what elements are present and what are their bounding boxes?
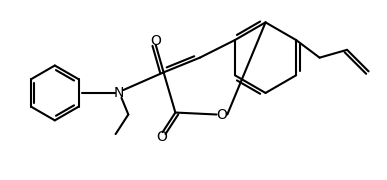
Text: O: O bbox=[150, 34, 161, 48]
Text: O: O bbox=[156, 130, 167, 144]
Text: O: O bbox=[216, 107, 227, 122]
Text: N: N bbox=[113, 86, 124, 100]
